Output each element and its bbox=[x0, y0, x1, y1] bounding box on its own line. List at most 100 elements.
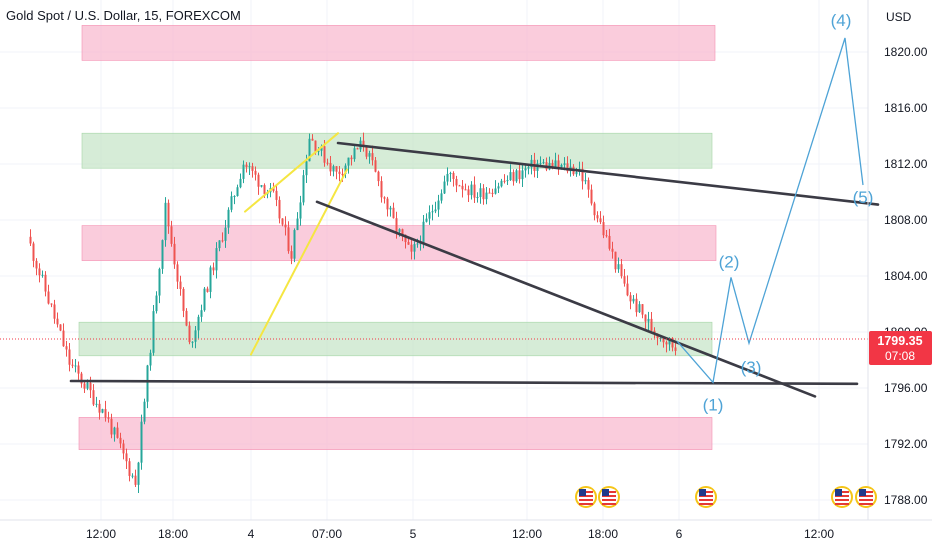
candle-body bbox=[557, 160, 560, 167]
candle-body bbox=[95, 403, 98, 405]
candle-body bbox=[371, 153, 374, 161]
candle-body bbox=[125, 453, 128, 462]
candle-body bbox=[587, 180, 590, 190]
candle-body bbox=[86, 382, 89, 389]
flag-stripe bbox=[835, 503, 849, 505]
candle-body bbox=[644, 314, 647, 322]
candle-body bbox=[503, 180, 506, 182]
us-event-flag-icon[interactable] bbox=[575, 486, 597, 508]
flag-stripe bbox=[835, 499, 849, 501]
candle-body bbox=[647, 318, 650, 322]
candle-body bbox=[365, 146, 368, 157]
candle-body bbox=[458, 185, 461, 187]
candle-body bbox=[539, 163, 542, 165]
candle-body bbox=[608, 235, 611, 249]
candle-body bbox=[614, 251, 617, 270]
flag-stripe bbox=[579, 503, 593, 505]
candle-body bbox=[350, 157, 353, 160]
candle-body bbox=[41, 274, 44, 276]
us-event-flag-icon[interactable] bbox=[831, 486, 853, 508]
candle-body bbox=[353, 148, 356, 160]
resistance-zone bbox=[78, 417, 713, 450]
candle-body bbox=[446, 173, 449, 182]
candle-body bbox=[179, 281, 182, 289]
candle-body bbox=[515, 170, 518, 182]
candle-body bbox=[128, 461, 131, 476]
candle-body bbox=[263, 185, 266, 195]
trendline-channel-upper bbox=[244, 132, 339, 213]
flag-stripe bbox=[859, 499, 873, 501]
candle-body bbox=[233, 195, 236, 197]
flag-stripe bbox=[699, 499, 713, 501]
candle-body bbox=[113, 427, 116, 435]
candle-body bbox=[374, 160, 377, 172]
candle-body bbox=[377, 171, 380, 182]
candle-body bbox=[107, 417, 110, 419]
candle-body bbox=[341, 173, 344, 175]
candle-body bbox=[473, 184, 476, 198]
candle-body bbox=[440, 193, 443, 201]
candle-body bbox=[317, 150, 320, 152]
us-event-flag-icon[interactable] bbox=[855, 486, 877, 508]
time-tick-label: 18:00 bbox=[158, 527, 188, 541]
candle-body bbox=[245, 164, 248, 168]
candle-body bbox=[62, 330, 65, 347]
candle-body bbox=[665, 342, 668, 345]
candle-body bbox=[251, 166, 254, 171]
candle-body bbox=[155, 295, 158, 312]
candle-body bbox=[56, 318, 59, 325]
flag-canton bbox=[602, 489, 609, 496]
candle-body bbox=[593, 203, 596, 216]
time-tick-label: 18:00 bbox=[588, 527, 618, 541]
candle-body bbox=[407, 242, 410, 245]
candle-body bbox=[296, 218, 299, 231]
candle-body bbox=[434, 209, 437, 212]
candle-body bbox=[65, 346, 68, 350]
candle-body bbox=[425, 218, 428, 222]
candle-body bbox=[605, 235, 608, 237]
candle-body bbox=[671, 337, 674, 348]
candle-body bbox=[164, 202, 167, 241]
candle-body bbox=[176, 264, 179, 282]
wave-label: (1) bbox=[703, 395, 724, 414]
candle-body bbox=[38, 268, 41, 276]
candle-body bbox=[200, 310, 203, 317]
candle-body bbox=[260, 185, 263, 187]
candle-body bbox=[59, 324, 62, 331]
candle-body bbox=[122, 443, 125, 454]
candle-body bbox=[662, 338, 665, 343]
candle-body bbox=[146, 365, 149, 402]
candle-body bbox=[461, 185, 464, 190]
symbol-title[interactable]: Gold Spot / U.S. Dollar, 15, FOREXCOM bbox=[6, 8, 241, 23]
candle-body bbox=[188, 325, 191, 343]
candle-body bbox=[626, 283, 629, 296]
candle-body bbox=[506, 180, 509, 182]
candle-body bbox=[335, 166, 338, 172]
us-event-flag-icon[interactable] bbox=[695, 486, 717, 508]
wave-label: (2) bbox=[719, 252, 740, 271]
candle-body bbox=[29, 236, 32, 244]
last-price-badge bbox=[869, 331, 932, 365]
candle-body bbox=[305, 161, 308, 176]
candle-body bbox=[206, 288, 209, 292]
last-price-value: 1799.35 bbox=[877, 334, 922, 348]
candle-body bbox=[554, 160, 557, 168]
candle-body bbox=[173, 243, 176, 265]
us-event-flag-icon[interactable] bbox=[598, 486, 620, 508]
candle-body bbox=[581, 168, 584, 182]
price-tick-label: 1812.00 bbox=[884, 157, 928, 171]
candle-body bbox=[224, 227, 227, 241]
candle-body bbox=[455, 178, 458, 186]
price-tick-label: 1816.00 bbox=[884, 101, 928, 115]
candle-body bbox=[293, 230, 296, 259]
candle-body bbox=[521, 170, 524, 180]
candle-body bbox=[287, 227, 290, 252]
candle-body bbox=[563, 163, 566, 165]
candle-body bbox=[629, 295, 632, 302]
candle-body bbox=[104, 409, 107, 418]
candle-body bbox=[356, 148, 359, 150]
candle-body bbox=[452, 173, 455, 179]
candle-body bbox=[584, 180, 587, 182]
price-tick-label: 1788.00 bbox=[884, 493, 928, 507]
